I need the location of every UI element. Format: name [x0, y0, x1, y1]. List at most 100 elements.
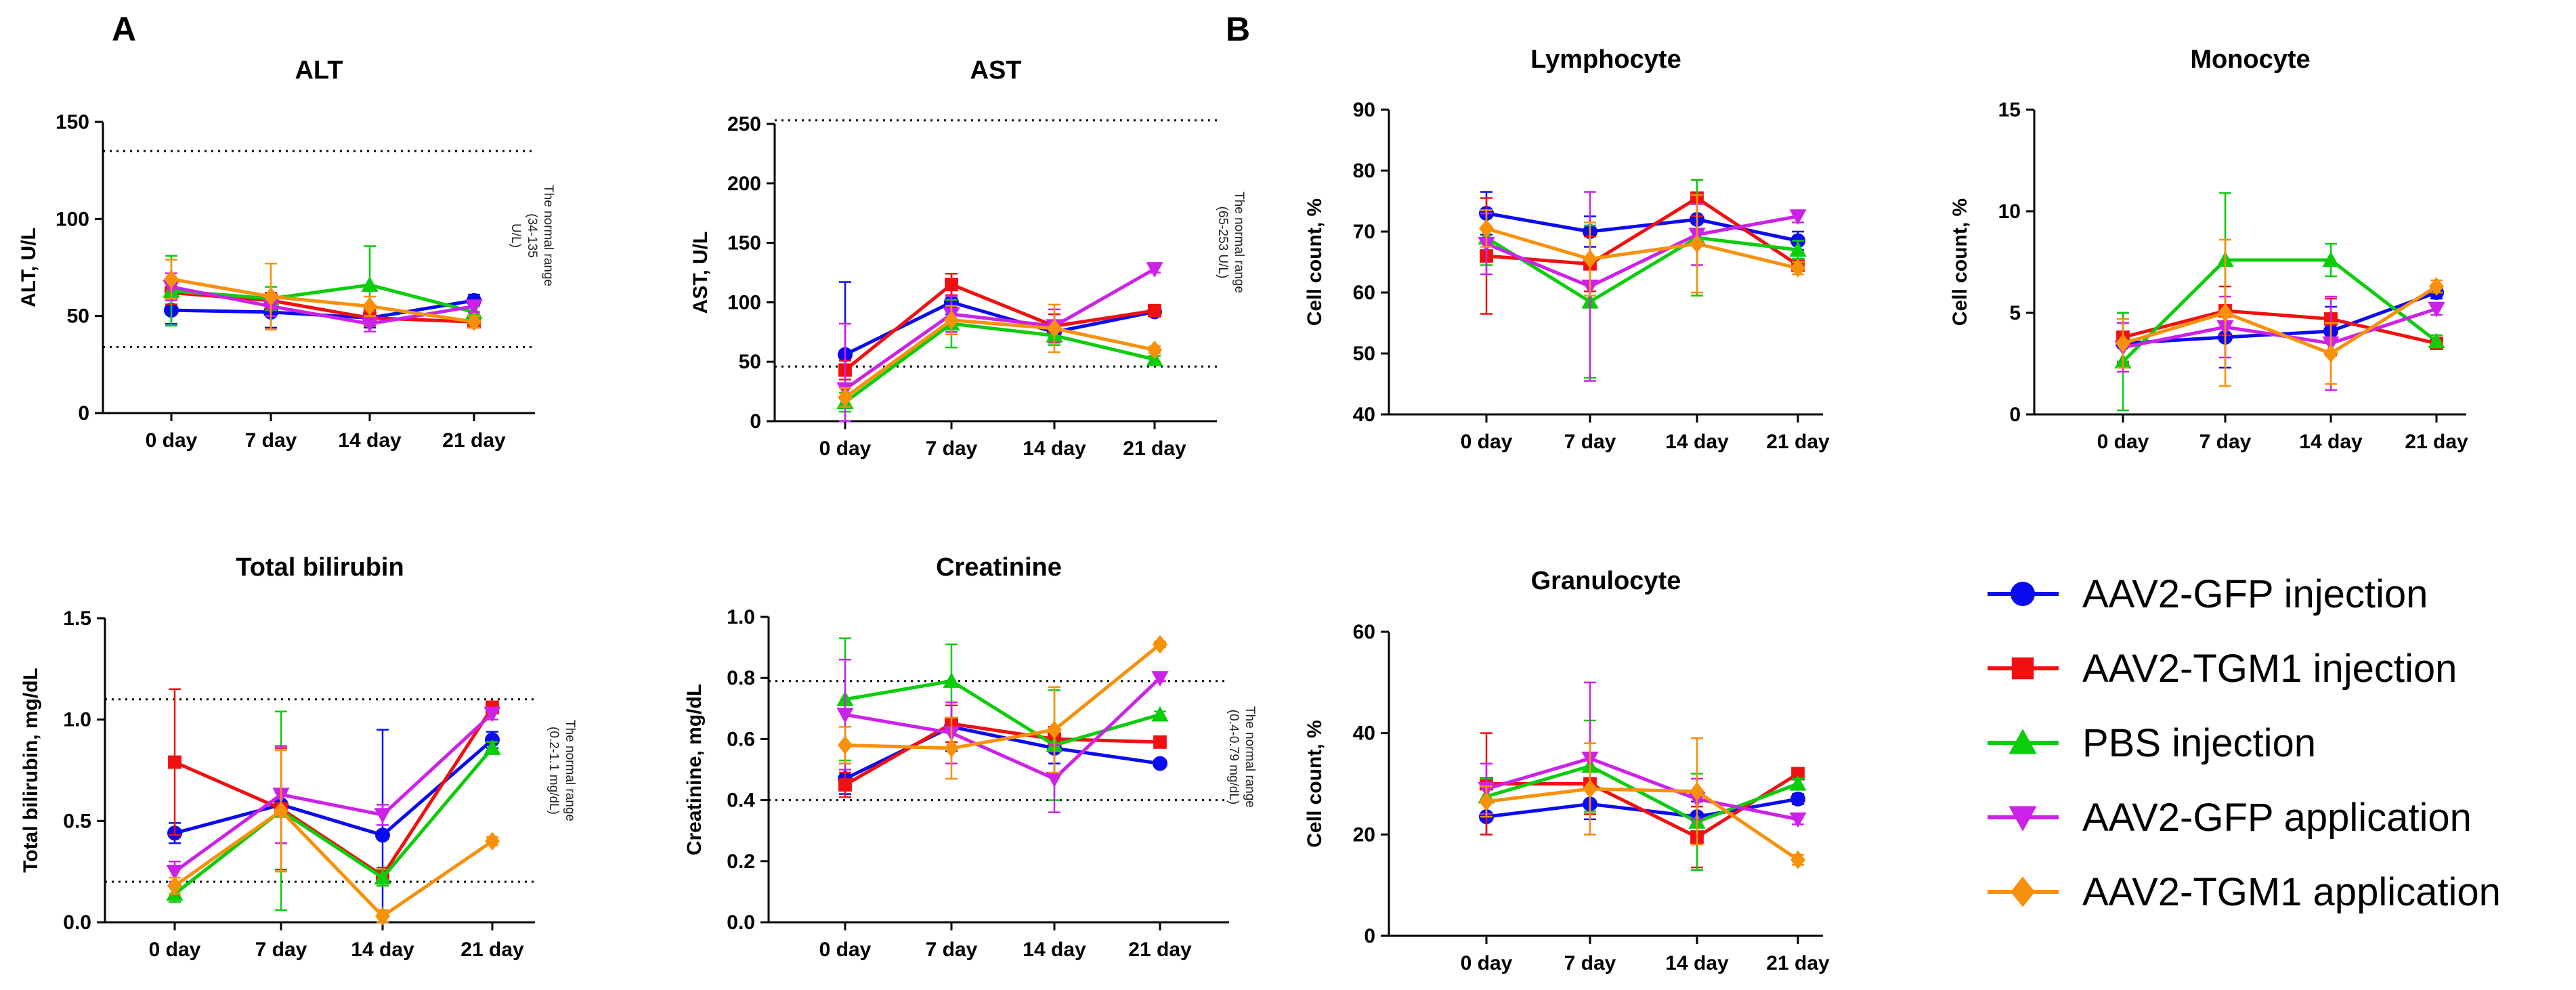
- creatinine-y-tick-label: 0.4: [727, 790, 755, 812]
- granulocyte-aav2-tgm1-application-line: [1486, 787, 1799, 861]
- granulocyte-y-tick-label: 0: [1364, 925, 1375, 947]
- ast-normal-range-note: The normal range(65-253 U/L): [1216, 192, 1246, 293]
- lymphocyte-y-tick-label: 70: [1353, 221, 1375, 243]
- ast-aav2-tgm1-application-point: [838, 388, 853, 407]
- creatinine-aav2-tgm1-application-series: [838, 634, 1167, 780]
- creatinine-x-tick-label: 14 day: [1023, 939, 1086, 961]
- creatinine-x-tick-label: 0 day: [819, 939, 872, 961]
- total-bilirubin-aav2-tgm1-application-point: [274, 801, 288, 821]
- total-bilirubin-aav2-tgm1-application-series: [167, 749, 500, 926]
- legend-pbs-injection-marker: [2009, 729, 2037, 754]
- total-bilirubin-x-tick-label: 21 day: [460, 939, 524, 961]
- lymphocyte-aav2-tgm1-injection-line: [1486, 196, 1799, 267]
- legend-aav2-gfp-application-marker: [2009, 806, 2037, 832]
- alt-title: ALT: [295, 56, 343, 85]
- granulocyte-aav2-tgm1-application-point: [1583, 779, 1597, 798]
- legend-aav2-tgm1-application-marker: [2011, 876, 2035, 907]
- ast-aav2-gfp-application-line: [844, 267, 1156, 391]
- alt-aav2-tgm1-application-point: [362, 297, 377, 316]
- alt-y-tick-label: 0: [78, 402, 89, 425]
- lymphocyte-aav2-tgm1-application-series: [1479, 194, 1805, 297]
- monocyte-aav2-tgm1-application-point: [2218, 303, 2233, 322]
- total-bilirubin-pbs-injection-point: [484, 739, 501, 755]
- ast-aav2-tgm1-application-series: [838, 303, 1162, 408]
- total-bilirubin-aav2-tgm1-application-line: [173, 809, 494, 918]
- legend-aav2-tgm1-application-label: AAV2-TGM1 application: [2082, 870, 2501, 914]
- ast-aav2-tgm1-application-point: [1147, 340, 1162, 360]
- lymphocyte-x-tick-label: 21 day: [1766, 431, 1830, 453]
- creatinine-x-tick-label: 21 day: [1128, 939, 1192, 961]
- lymphocyte-y-tick-label: 60: [1353, 282, 1375, 304]
- granulocyte-aav2-tgm1-injection-line: [1486, 772, 1799, 839]
- ast-pbs-injection-series: [836, 299, 1163, 413]
- granulocyte-x-tick-label: 21 day: [1766, 952, 1830, 974]
- alt-x-tick-label: 14 day: [338, 429, 402, 452]
- alt-aav2-gfp-application-point: [465, 299, 483, 315]
- granulocyte-aav2-tgm1-application-point: [1690, 781, 1704, 801]
- alt-aav2-tgm1-application-series: [164, 259, 481, 332]
- granulocyte-aav2-tgm1-application-point: [1790, 851, 1805, 869]
- creatinine-y-tick-label: 1.0: [727, 606, 755, 628]
- monocyte-y-tick-label: 10: [1998, 200, 2021, 223]
- granulocyte-y-tick-label: 40: [1353, 723, 1375, 745]
- ast-aav2-tgm1-injection-point: [945, 278, 958, 291]
- total-bilirubin-pbs-injection-line: [173, 746, 494, 896]
- total-bilirubin-aav2-gfp-application-point: [484, 706, 501, 723]
- creatinine-aav2-tgm1-application-point: [1153, 634, 1167, 654]
- creatinine-pbs-injection-point: [943, 672, 960, 688]
- monocyte-pbs-injection-line: [2122, 258, 2438, 363]
- alt-normal-range-note-line: The normal range: [541, 185, 555, 286]
- creatinine-aav2-gfp-application-point: [836, 708, 854, 723]
- ast-title: AST: [970, 56, 1022, 85]
- monocyte-chart: Monocyte Cell count, % 0 5 10 15 0 day 7 day 14 …: [1949, 45, 2468, 453]
- ast-aav2-tgm1-injection-series: [838, 273, 1161, 381]
- total-bilirubin-aav2-tgm1-application-point: [167, 876, 182, 895]
- ast-y-tick-label: 250: [727, 113, 761, 135]
- creatinine-y-axis-label: Creatinine, mg/dL: [683, 684, 706, 855]
- creatinine-x-tick-label: 7 day: [926, 939, 978, 961]
- granulocyte-x-tick-label: 14 day: [1665, 952, 1729, 974]
- monocyte-aav2-tgm1-application-line: [2122, 284, 2438, 356]
- creatinine-aav2-gfp-application-point: [1151, 671, 1169, 687]
- monocyte-y-tick-label: 5: [2009, 302, 2021, 324]
- lymphocyte-x-tick-label: 7 day: [1564, 431, 1616, 453]
- creatinine-aav2-tgm1-application-line: [844, 643, 1161, 750]
- panel-letter-a: A: [112, 10, 136, 48]
- ast-y-tick-label: 0: [750, 410, 761, 433]
- monocyte-aav2-tgm1-injection-line: [2122, 309, 2437, 345]
- creatinine-pbs-injection-line: [844, 679, 1161, 747]
- monocyte-x-tick-label: 0 day: [2097, 431, 2149, 453]
- total-bilirubin-x-tick-label: 7 day: [255, 939, 307, 961]
- total-bilirubin-y-axis-label: Total bilirubin, mg/dL: [20, 668, 42, 873]
- total-bilirubin-y-tick-label: 0.0: [63, 911, 91, 934]
- creatinine-aav2-tgm1-injection-line: [844, 722, 1161, 787]
- creatinine-aav2-gfp-injection-point: [1153, 756, 1167, 771]
- ast-normal-range-note-line: (65-253 U/L): [1216, 207, 1230, 279]
- lymphocyte-x-tick-label: 0 day: [1461, 431, 1513, 453]
- ast-aav2-tgm1-injection-point: [1148, 303, 1161, 318]
- ast-pbs-injection-line: [844, 322, 1155, 404]
- alt-x-tick-label: 7 day: [245, 429, 297, 452]
- creatinine-aav2-gfp-injection-line: [844, 725, 1161, 781]
- monocyte-pbs-injection-series: [2114, 192, 2445, 412]
- creatinine-chart: Creatinine Creatinine, mg/dL 0.0 0.2 0.4 0.6 0…: [683, 553, 1257, 961]
- ast-aav2-gfp-application-point: [1146, 262, 1163, 278]
- lymphocyte-aav2-gfp-application-line: [1486, 215, 1799, 288]
- creatinine-aav2-tgm1-application-point: [838, 735, 853, 755]
- ast-y-tick-label: 200: [727, 173, 761, 195]
- ast-x-tick-label: 7 day: [926, 437, 978, 460]
- total-bilirubin-y-tick-label: 1.5: [63, 607, 91, 630]
- lymphocyte-aav2-tgm1-application-line: [1486, 227, 1799, 270]
- lymphocyte-y-tick-label: 80: [1353, 160, 1375, 182]
- lymphocyte-y-tick-label: 50: [1353, 343, 1375, 365]
- creatinine-aav2-gfp-application-point: [1046, 771, 1063, 788]
- alt-y-axis-label: ALT, U/L: [18, 228, 40, 307]
- creatinine-aav2-tgm1-application-point: [1047, 720, 1062, 739]
- legend-aav2-tgm1-injection-label: AAV2-TGM1 injection: [2082, 647, 2457, 691]
- total-bilirubin-chart: Total bilirubin Total bilirubin, mg/dL 0.0…: [20, 553, 577, 961]
- creatinine-aav2-tgm1-application-point: [944, 739, 959, 758]
- granulocyte-y-axis-label: Cell count, %: [1304, 720, 1326, 847]
- creatinine-aav2-gfp-application-line: [844, 676, 1161, 781]
- granulocyte-aav2-gfp-application-point: [1789, 812, 1807, 828]
- alt-chart: ALT ALT, U/L 0 50 100 150 0 day 7 day 14 day 21 d…: [18, 56, 555, 452]
